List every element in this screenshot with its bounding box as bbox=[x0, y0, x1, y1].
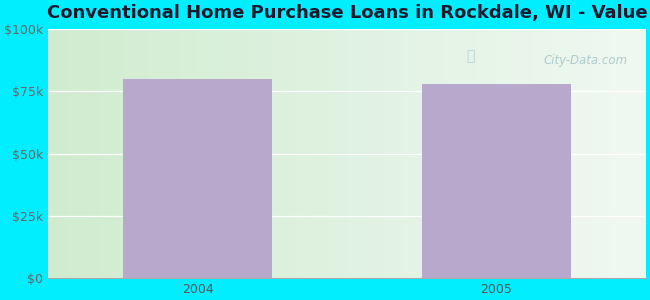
Bar bbox=[422, 84, 571, 278]
Text: City-Data.com: City-Data.com bbox=[544, 54, 628, 67]
Title: Conventional Home Purchase Loans in Rockdale, WI - Value: Conventional Home Purchase Loans in Rock… bbox=[47, 4, 647, 22]
Bar bbox=[123, 79, 272, 278]
Text: ⓘ: ⓘ bbox=[467, 49, 475, 63]
